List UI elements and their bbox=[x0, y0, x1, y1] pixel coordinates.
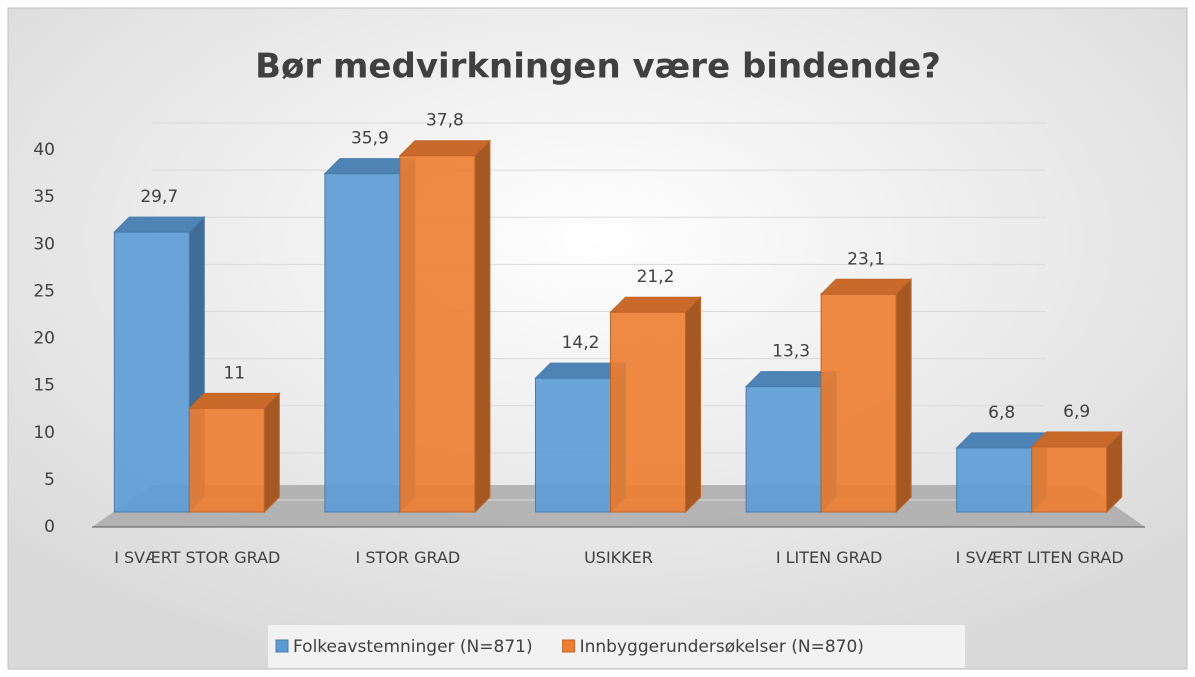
y-tick-label: 25 bbox=[33, 281, 55, 301]
bar bbox=[324, 173, 401, 513]
data-label: 35,9 bbox=[351, 129, 389, 149]
bar-side bbox=[685, 295, 701, 514]
y-tick-label: 15 bbox=[33, 376, 55, 396]
bar-side bbox=[263, 392, 280, 514]
x-tick-label: I LITEN GRAD bbox=[775, 548, 883, 567]
bar-top bbox=[398, 140, 492, 157]
bar bbox=[745, 386, 822, 513]
bar bbox=[820, 293, 897, 513]
y-tick-label: 40 bbox=[33, 140, 55, 160]
bar-top bbox=[113, 216, 206, 233]
legend-label: Folkeavstemninger (N=871) bbox=[293, 637, 533, 657]
data-label: 6,9 bbox=[1063, 402, 1090, 422]
bar-side bbox=[474, 139, 491, 514]
x-tick-label: USIKKER bbox=[584, 548, 653, 567]
data-label: 11 bbox=[223, 363, 245, 383]
bar bbox=[1031, 446, 1108, 513]
legend-swatch bbox=[562, 639, 576, 653]
bar-side bbox=[895, 278, 912, 514]
bar-top bbox=[819, 278, 913, 295]
y-tick-label: 10 bbox=[33, 423, 55, 443]
bar bbox=[113, 231, 190, 513]
legend-swatch bbox=[275, 639, 289, 653]
data-label: 6,8 bbox=[988, 403, 1015, 423]
data-label: 29,7 bbox=[140, 187, 178, 207]
legend-label: Innbyggerundersøkelser (N=870) bbox=[580, 637, 864, 657]
data-label: 13,3 bbox=[772, 342, 810, 362]
bar bbox=[188, 407, 265, 513]
x-tick-label: I STOR GRAD bbox=[355, 548, 461, 567]
x-tick-label: I SVÆRT LITEN GRAD bbox=[955, 548, 1124, 567]
y-tick-label: 0 bbox=[44, 517, 55, 537]
data-label: 14,2 bbox=[562, 333, 600, 353]
bar-top bbox=[1030, 431, 1123, 448]
bar bbox=[610, 311, 686, 513]
y-tick-label: 20 bbox=[33, 329, 55, 349]
data-label: 37,8 bbox=[426, 111, 464, 131]
bar-top bbox=[188, 392, 281, 409]
data-label: 21,2 bbox=[637, 267, 675, 287]
y-tick-label: 35 bbox=[33, 187, 55, 207]
bar bbox=[399, 155, 476, 513]
y-tick-label: 5 bbox=[44, 470, 55, 490]
bar-top bbox=[609, 296, 702, 313]
chart-title: Bør medvirkningen være bindende? bbox=[255, 47, 941, 87]
bar bbox=[956, 447, 1033, 513]
legend-box bbox=[268, 625, 965, 668]
x-tick-label: I SVÆRT STOR GRAD bbox=[114, 548, 281, 567]
y-tick-label: 30 bbox=[33, 234, 55, 254]
data-label: 23,1 bbox=[847, 249, 885, 269]
bar bbox=[535, 377, 611, 513]
